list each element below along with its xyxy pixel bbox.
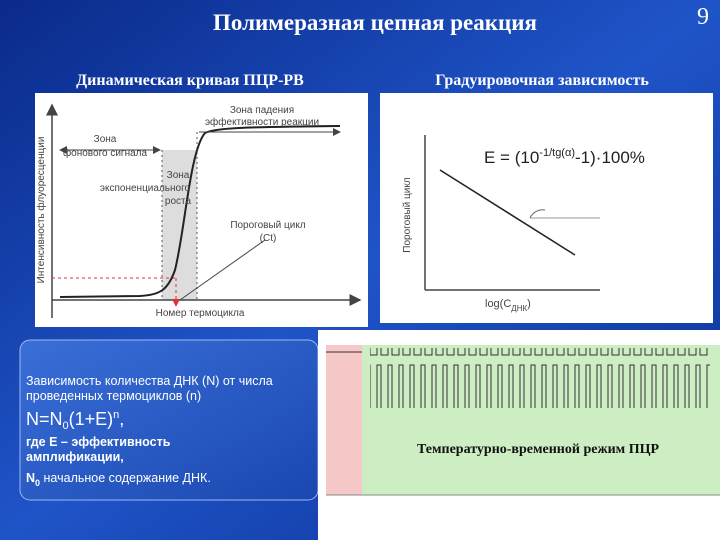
zone-label: Зона фонового сигнала — [63, 134, 148, 159]
right-panel — [380, 93, 713, 323]
info-definition: где Е – эффективность амплификации, — [26, 435, 171, 464]
right-heading: Градуировочная зависимость — [435, 72, 649, 89]
left-heading: Динамическая кривая ПЦР-РВ — [76, 72, 304, 89]
pointer — [179, 239, 266, 301]
y-axis-label: Пороговый цикл — [402, 177, 413, 253]
ct-label: Пороговый цикл (Ct) — [230, 220, 306, 244]
zone-label: Зона экспоненциального роста — [100, 170, 192, 207]
calibration-line — [439, 169, 576, 256]
pcr-caption: Температурно-временной режим ПЦР — [417, 442, 660, 457]
text-line: проведенных термоциклов (n) — [26, 389, 201, 403]
info-definition: N0 начальное содержание ДНК. — [26, 471, 211, 488]
angle-arc — [529, 209, 546, 219]
text-line: амплификации, — [26, 450, 124, 464]
slide-number: 9 — [697, 4, 709, 30]
x-axis-label: log(CДНК) — [485, 298, 531, 313]
x-axis-label: Номер термоцикла — [156, 308, 245, 319]
slide-title: Полимеразная цепная реакция — [213, 10, 537, 35]
left-panel — [35, 93, 368, 327]
info-intro: Зависимость количества ДНК (N) от числа п… — [26, 374, 273, 403]
info-formula: N=N0(1+E)n, — [26, 409, 124, 432]
zone-label: Зона падения эффективности реакции — [205, 105, 319, 128]
pcr-pulses — [370, 348, 710, 408]
amplification-curve — [59, 125, 341, 298]
formula: E = (10-1/tg(α)-1)·100% — [484, 147, 645, 167]
pcr-denaturation — [326, 345, 362, 495]
y-axis-label: Интенсивность флуоресценции — [35, 137, 47, 284]
